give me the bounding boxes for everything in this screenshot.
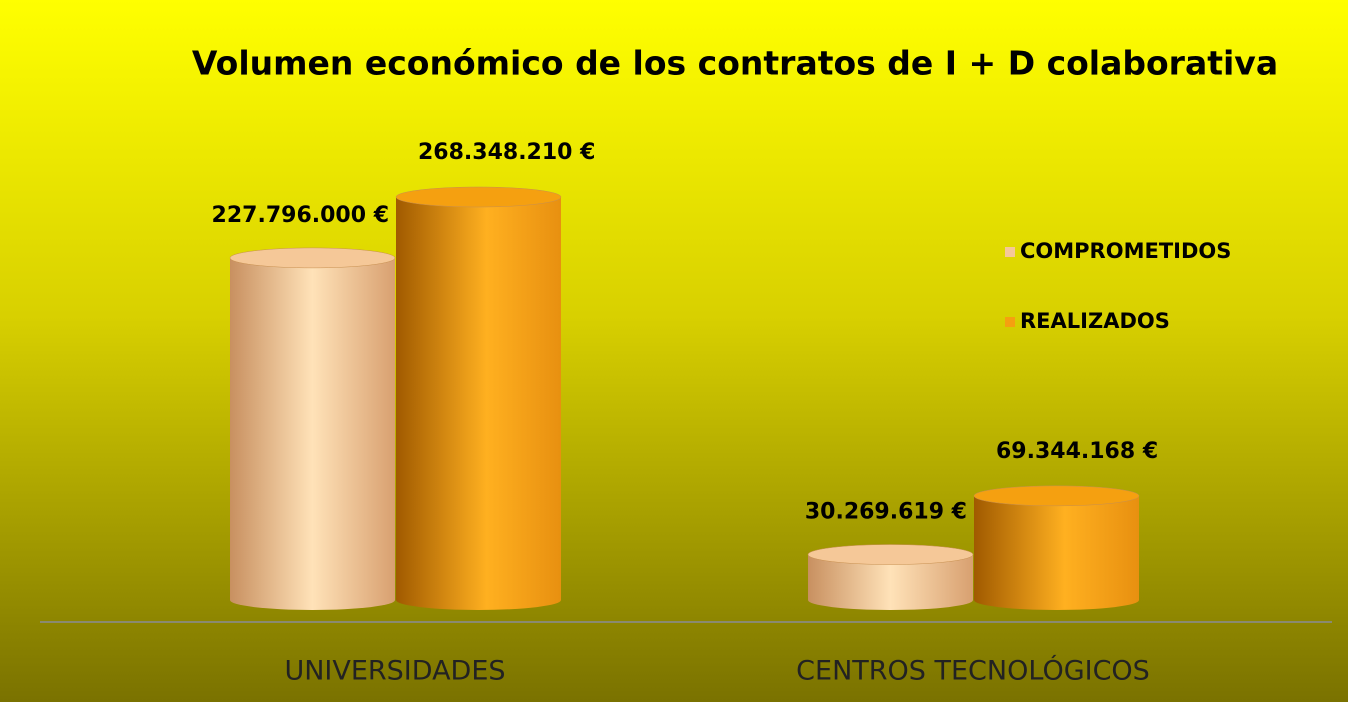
bar-top — [395, 186, 562, 208]
bar — [974, 495, 1139, 610]
chart-title: Volumen económico de los contratos de I … — [192, 44, 1278, 83]
bar — [230, 257, 395, 610]
data-label: 227.796.000 € — [212, 203, 389, 228]
legend-label: REALIZADOS — [1020, 309, 1170, 333]
legend-swatch — [1005, 317, 1015, 327]
x-tick-label: CENTROS TECNOLÓGICOS — [796, 655, 1150, 687]
data-label: 69.344.168 € — [996, 439, 1158, 464]
data-label: 268.348.210 € — [418, 140, 595, 165]
bar-top — [229, 247, 396, 269]
bar — [396, 197, 561, 610]
legend-label: COMPROMETIDOS — [1020, 239, 1231, 263]
bar-top — [807, 544, 974, 565]
data-label: 30.269.619 € — [805, 500, 967, 525]
bar-top — [973, 485, 1140, 507]
legend-swatch — [1005, 247, 1015, 257]
x-tick-label: UNIVERSIDADES — [284, 656, 505, 687]
bar — [808, 554, 973, 610]
